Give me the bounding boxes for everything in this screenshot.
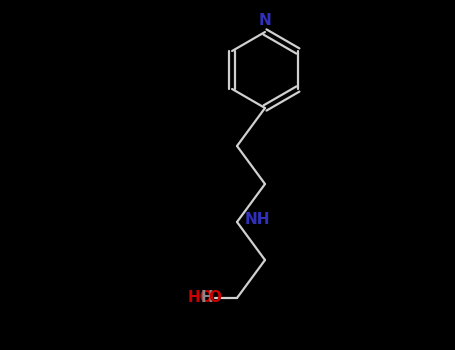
Text: HO: HO — [187, 290, 213, 306]
Text: O: O — [208, 290, 221, 306]
Text: H: H — [200, 290, 213, 306]
Text: N: N — [258, 13, 271, 28]
Text: NH: NH — [245, 211, 271, 226]
